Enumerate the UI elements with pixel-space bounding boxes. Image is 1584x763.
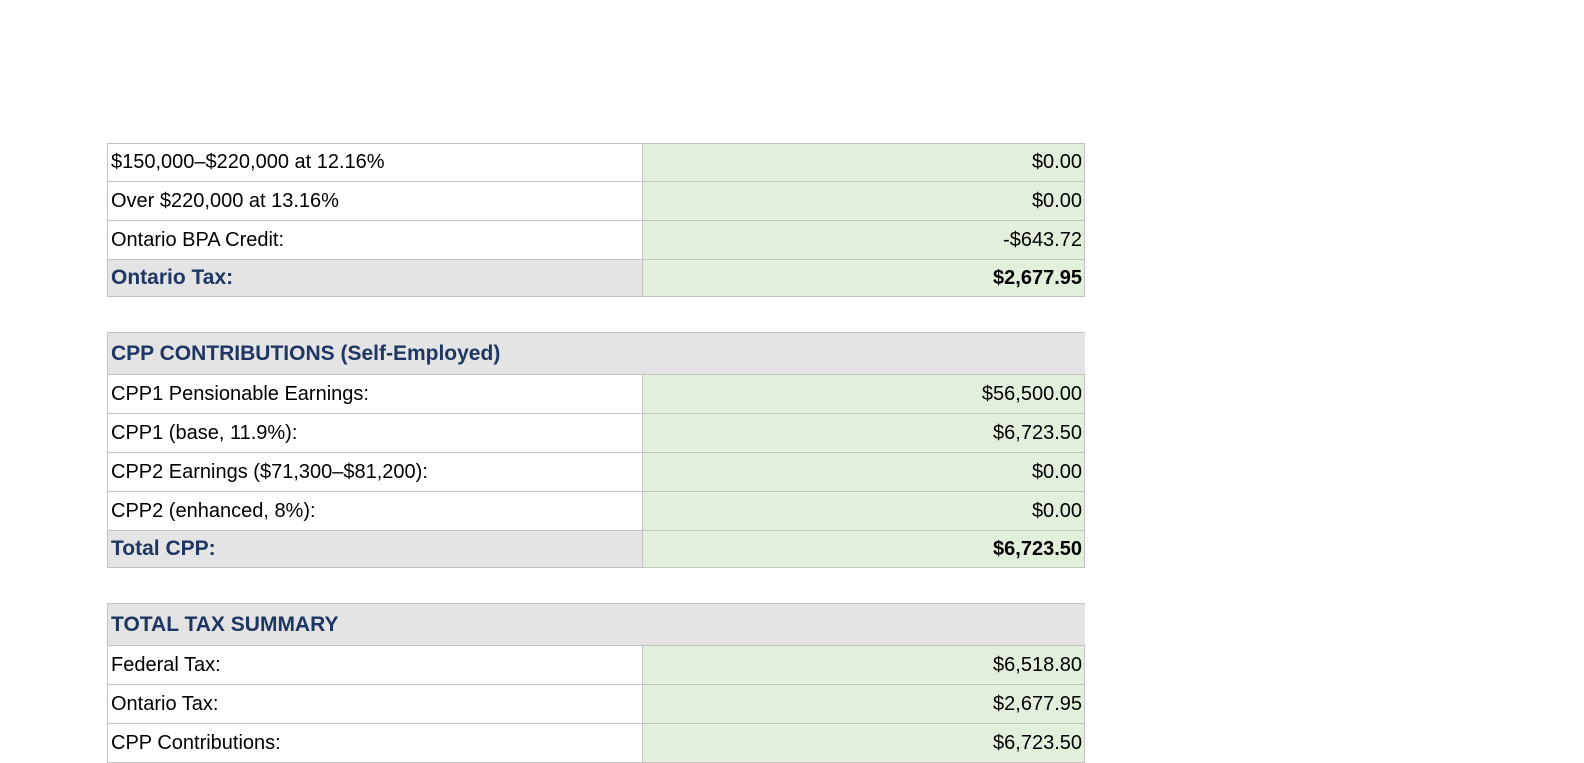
table-row: Federal Tax: $6,518.80 (107, 646, 1085, 685)
table-row: CPP1 Pensionable Earnings: $56,500.00 (107, 375, 1085, 414)
cpp-total-value[interactable]: $6,723.50 (643, 531, 1084, 567)
table-row: $150,000–$220,000 at 12.16% $0.00 (107, 143, 1085, 182)
section-spacer (107, 297, 1085, 332)
row-value-cell[interactable]: $0.00 (643, 144, 1084, 181)
row-label-cell[interactable]: Ontario BPA Credit: (108, 221, 643, 259)
row-value-cell[interactable]: $0.00 (643, 492, 1084, 530)
section-spacer (107, 568, 1085, 603)
row-value-cell[interactable]: $56,500.00 (643, 375, 1084, 413)
row-label-cell[interactable]: Over $220,000 at 13.16% (108, 182, 643, 220)
row-value-cell[interactable]: $2,677.95 (643, 685, 1084, 723)
row-value-cell[interactable]: $6,518.80 (643, 646, 1084, 684)
cpp-contributions-section: CPP CONTRIBUTIONS (Self-Employed) CPP1 P… (107, 332, 1085, 568)
table-row: Over $220,000 at 13.16% $0.00 (107, 182, 1085, 221)
ontario-tax-total-value[interactable]: $2,677.95 (643, 260, 1084, 296)
ontario-tax-total-label[interactable]: Ontario Tax: (108, 260, 643, 296)
row-value-cell[interactable]: $6,723.50 (643, 724, 1084, 762)
table-row: CPP2 (enhanced, 8%): $0.00 (107, 492, 1085, 531)
row-label-cell[interactable]: Ontario Tax: (108, 685, 643, 723)
row-label-cell[interactable]: CPP2 Earnings ($71,300–$81,200): (108, 453, 643, 491)
row-value-cell[interactable]: $0.00 (643, 453, 1084, 491)
row-label-cell[interactable]: CPP1 Pensionable Earnings: (108, 375, 643, 413)
cpp-section-header[interactable]: CPP CONTRIBUTIONS (Self-Employed) (107, 332, 1085, 375)
table-row: CPP1 (base, 11.9%): $6,723.50 (107, 414, 1085, 453)
row-label-cell[interactable]: CPP1 (base, 11.9%): (108, 414, 643, 452)
row-label-cell[interactable]: CPP2 (enhanced, 8%): (108, 492, 643, 530)
table-row: Ontario BPA Credit: -$643.72 (107, 221, 1085, 260)
row-value-cell[interactable]: $6,723.50 (643, 414, 1084, 452)
table-row: Ontario Tax: $2,677.95 (107, 685, 1085, 724)
ontario-tax-section: $150,000–$220,000 at 12.16% $0.00 Over $… (107, 143, 1085, 297)
row-label-cell[interactable]: $150,000–$220,000 at 12.16% (108, 144, 643, 181)
row-value-cell[interactable]: -$643.72 (643, 221, 1084, 259)
row-label-cell[interactable]: CPP Contributions: (108, 724, 643, 762)
cpp-total-row: Total CPP: $6,723.50 (107, 531, 1085, 568)
total-tax-summary-section: TOTAL TAX SUMMARY Federal Tax: $6,518.80… (107, 603, 1085, 763)
table-row: CPP Contributions: $6,723.50 (107, 724, 1085, 763)
ontario-tax-total-row: Ontario Tax: $2,677.95 (107, 260, 1085, 297)
row-value-cell[interactable]: $0.00 (643, 182, 1084, 220)
cpp-total-label[interactable]: Total CPP: (108, 531, 643, 567)
row-label-cell[interactable]: Federal Tax: (108, 646, 643, 684)
table-row: CPP2 Earnings ($71,300–$81,200): $0.00 (107, 453, 1085, 492)
summary-section-header[interactable]: TOTAL TAX SUMMARY (107, 603, 1085, 646)
spreadsheet-sheet: $150,000–$220,000 at 12.16% $0.00 Over $… (107, 143, 1085, 763)
